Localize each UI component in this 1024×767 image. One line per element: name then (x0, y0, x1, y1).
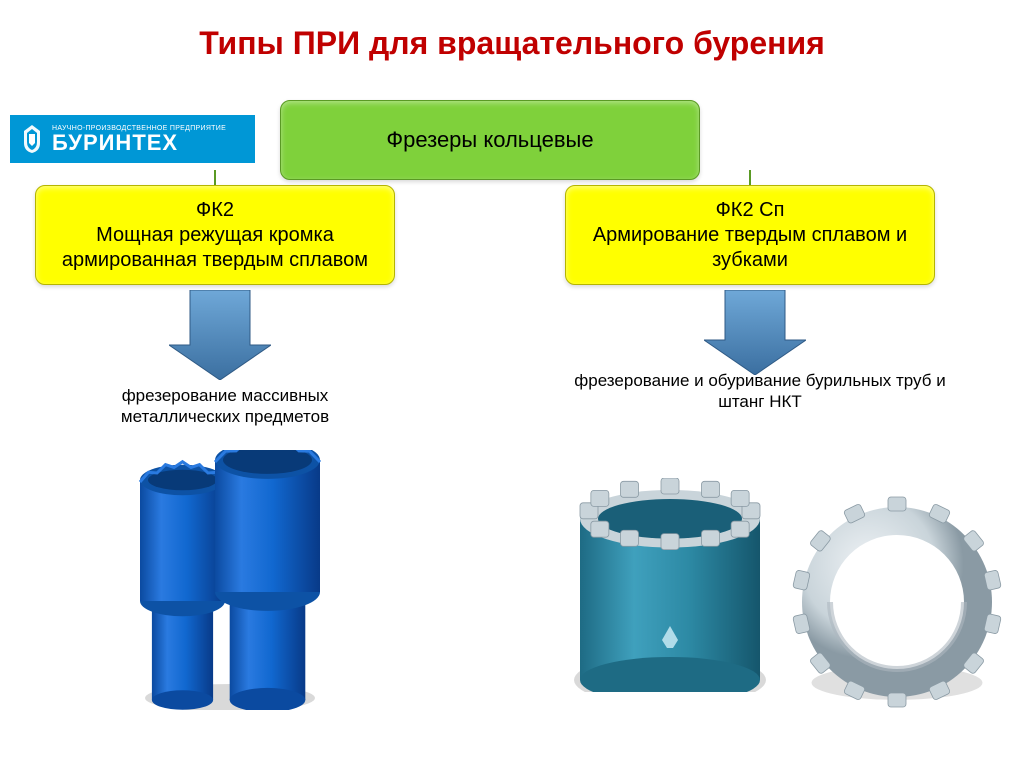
child-node-fk2: ФК2 Мощная режущая кромка армированная т… (35, 185, 395, 285)
page-title: Типы ПРИ для вращательного бурения (0, 0, 1024, 82)
child-node-fk2sp: ФК2 Сп Армирование твердым сплавом и зуб… (565, 185, 935, 285)
company-logo-badge: НАУЧНО-ПРОИЗВОДСТВЕННОЕ ПРЕДПРИЯТИЕ БУРИ… (10, 115, 255, 163)
fk2-description: фрезерование массивных металлических пре… (85, 385, 365, 428)
drill-logo-icon (18, 123, 46, 155)
fk2sp-ring-illustration (790, 495, 1004, 709)
down-arrow-icon (704, 290, 806, 375)
fk2sp-crown-illustration (568, 478, 772, 692)
root-node-label: Фрезеры кольцевые (386, 126, 593, 154)
down-arrow-icon (169, 290, 271, 380)
fk2-product-illustration (130, 450, 330, 710)
logo-big-text: БУРИНТЕХ (52, 132, 226, 154)
root-node: Фрезеры кольцевые (280, 100, 700, 180)
fk2sp-description: фрезерование и обуривание бурильных труб… (560, 370, 960, 413)
